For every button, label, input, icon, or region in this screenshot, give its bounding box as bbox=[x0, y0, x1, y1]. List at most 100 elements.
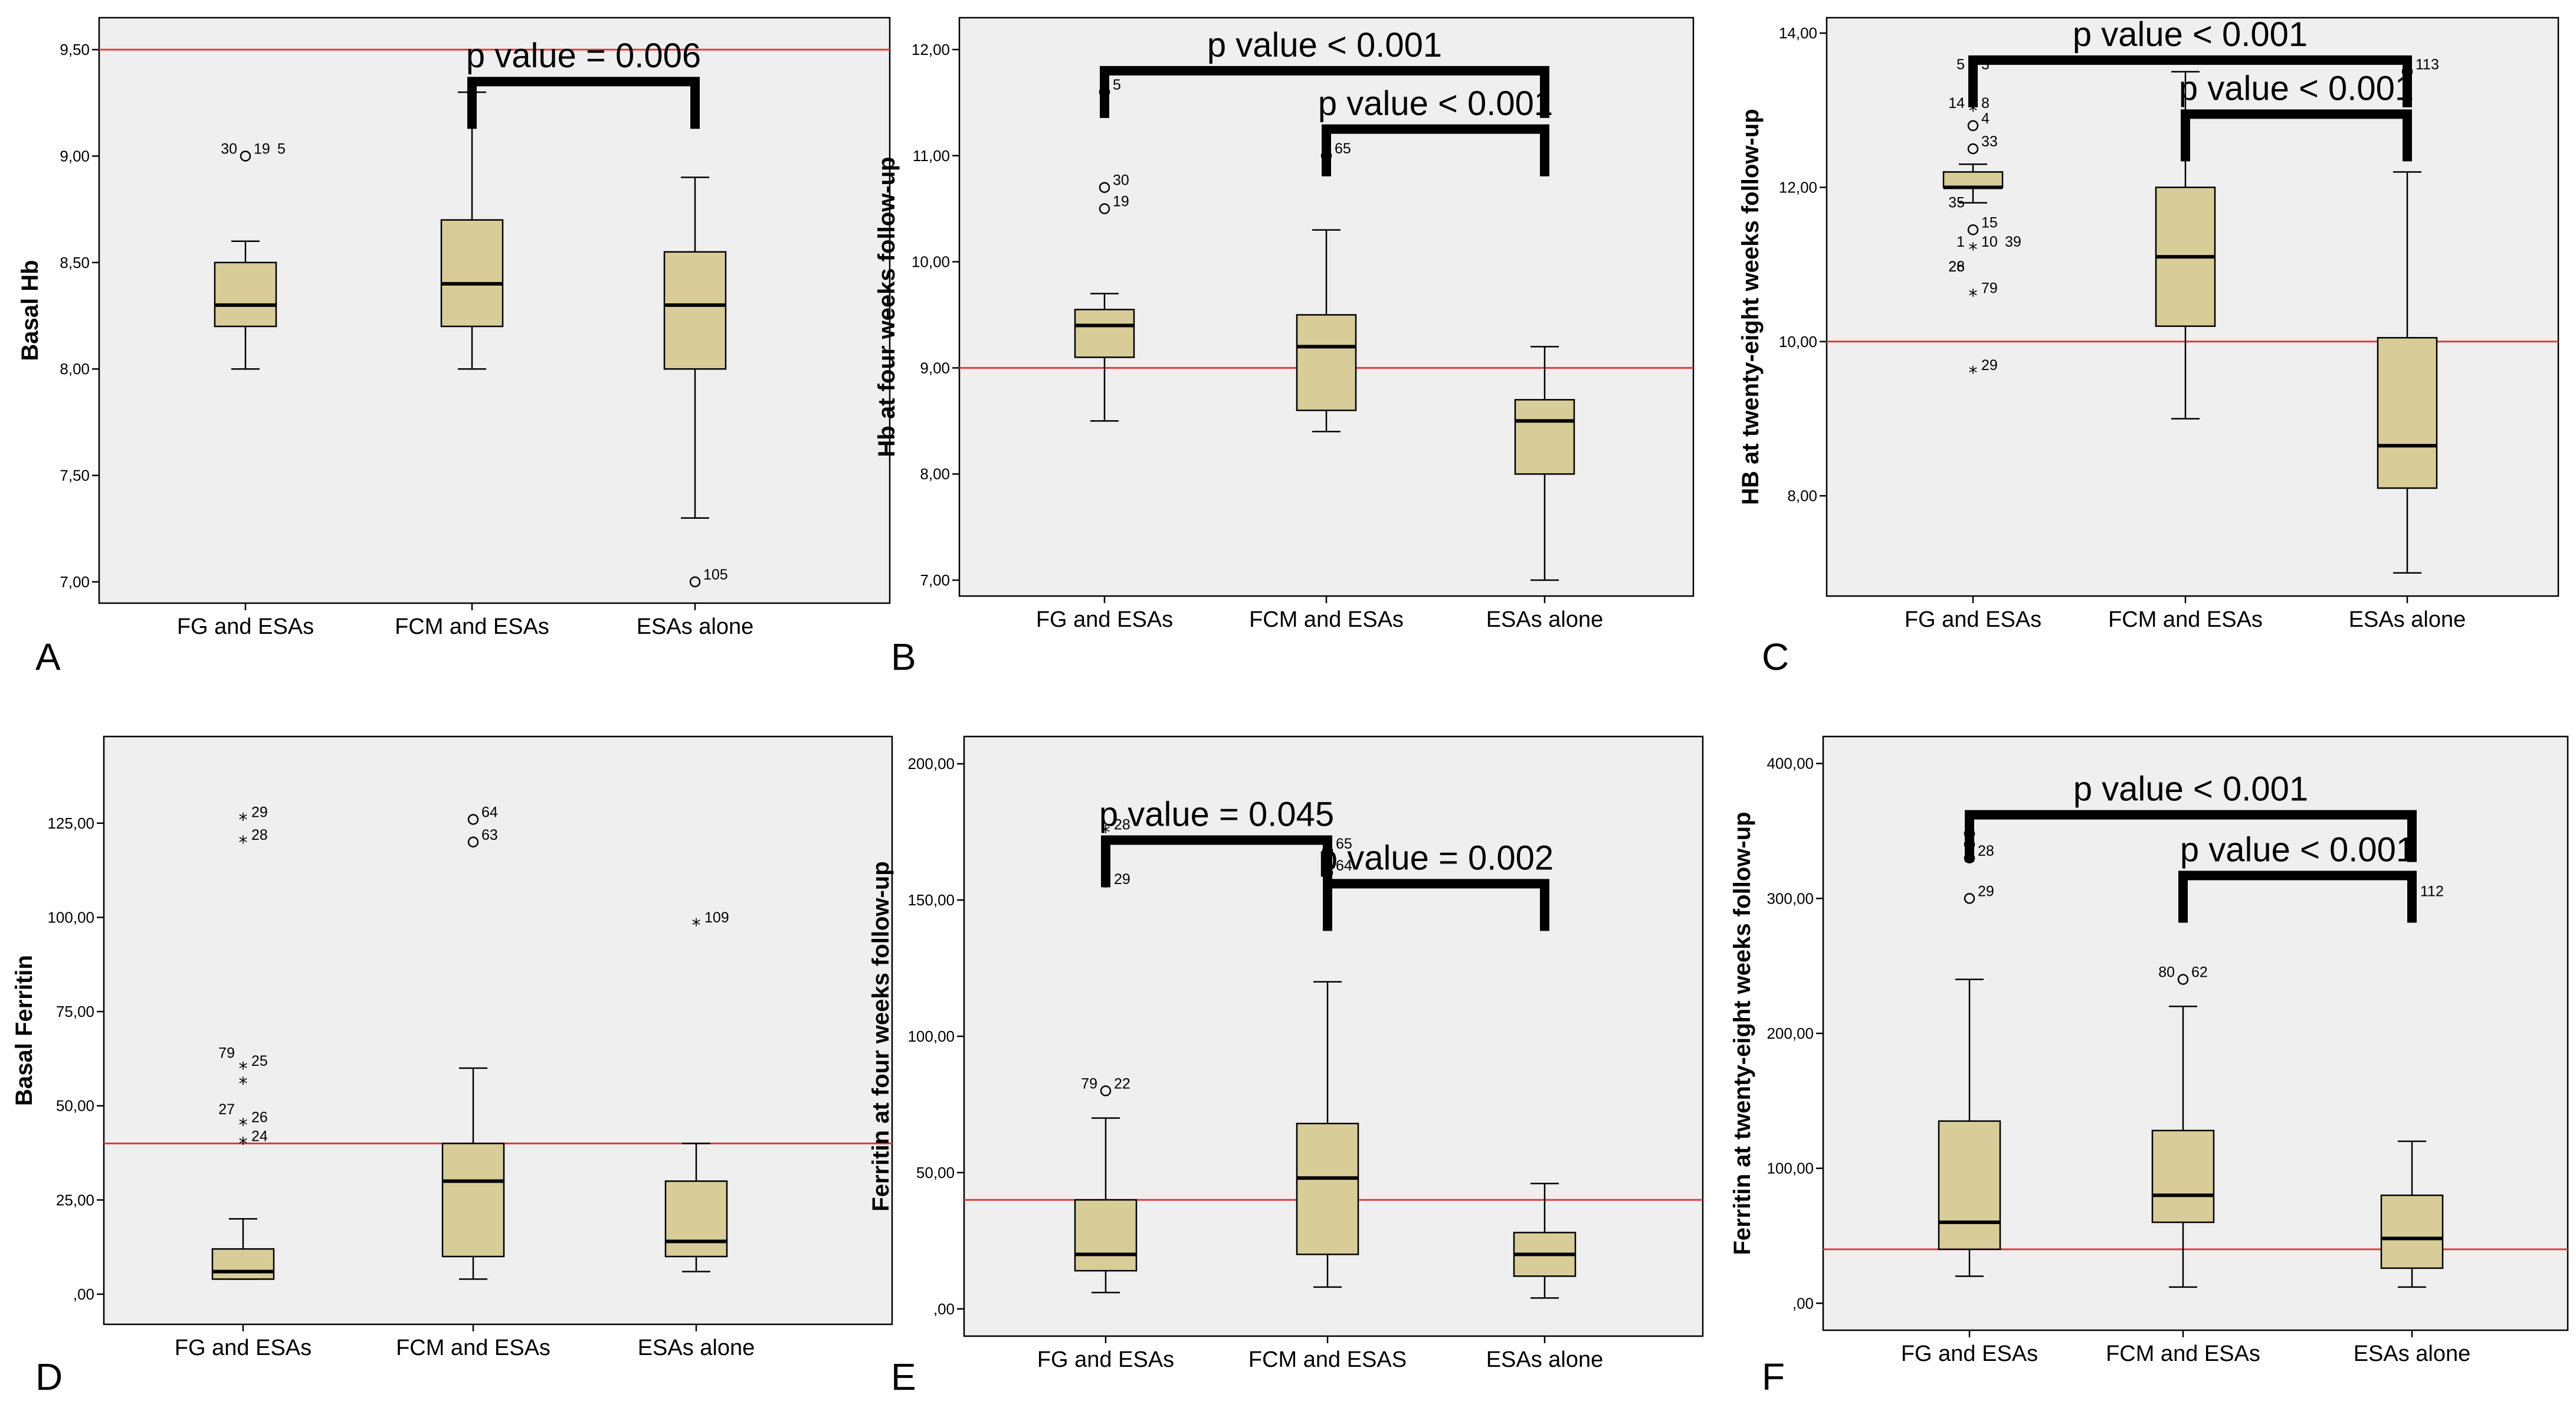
y-tick-label: 100,00 bbox=[907, 1027, 955, 1045]
x-category-label: FG and ESAs bbox=[1037, 1347, 1174, 1372]
box-iqr bbox=[663, 251, 727, 370]
y-tick-label: 14,00 bbox=[1779, 24, 1817, 42]
y-tick-label: 7,00 bbox=[60, 573, 90, 591]
y-tick-label: 8,00 bbox=[60, 360, 90, 378]
box-iqr bbox=[1514, 399, 1575, 475]
significance-bracket bbox=[1100, 66, 1549, 118]
outlier-circle bbox=[240, 150, 251, 162]
p-value-label: p value < 0.001 bbox=[1318, 84, 1553, 123]
outlier-star: * bbox=[1969, 286, 1978, 306]
panel-letter: D bbox=[35, 1356, 63, 1398]
box-iqr bbox=[1074, 1199, 1138, 1272]
box-iqr bbox=[214, 261, 277, 328]
box-iqr bbox=[664, 1180, 728, 1258]
outlier-circle bbox=[1099, 203, 1110, 214]
outlier-label: 10 bbox=[1981, 234, 1998, 250]
significance-bracket bbox=[1101, 835, 1332, 888]
x-category-label: FG and ESAs bbox=[1036, 607, 1173, 632]
panel-letter: E bbox=[891, 1356, 916, 1398]
y-axis-title: Basal Hb bbox=[17, 260, 43, 361]
x-category-label: ESAs alone bbox=[637, 614, 754, 639]
outlier-label: 64 bbox=[481, 804, 498, 820]
panel-b: 7,00 8,00 9,00 10,00 11,00 12,00 Hb at four we… bbox=[874, 17, 1695, 678]
outlier-label: 5 bbox=[1956, 56, 1965, 73]
box-iqr bbox=[440, 219, 504, 328]
outlier-label: 30 bbox=[1113, 172, 1129, 189]
outlier-label: 22 bbox=[1114, 1075, 1130, 1092]
outlier-star: * bbox=[1969, 363, 1978, 384]
p-value-label: p value < 0.001 bbox=[2180, 830, 2415, 869]
x-category-label: ESAs alone bbox=[1486, 1347, 1604, 1372]
outlier-label: 65 bbox=[1335, 140, 1351, 157]
outlier-label: 30 bbox=[221, 140, 237, 157]
panel-f: ,00 100,00 200,00 300,00 400,00 Ferritin at t… bbox=[1729, 735, 2569, 1398]
outlier-star: * bbox=[239, 1074, 248, 1094]
plot-area bbox=[1822, 735, 2569, 1331]
outlier-label: 29 bbox=[251, 804, 268, 820]
y-tick-label: 12,00 bbox=[1779, 178, 1817, 196]
outlier-circle bbox=[689, 576, 701, 588]
y-tick-label: 8,50 bbox=[60, 254, 90, 271]
y-axis-title: HB at twenty-eight weeks follow-up bbox=[1738, 109, 1764, 505]
y-tick-label: 50,00 bbox=[56, 1097, 94, 1115]
p-value-label: p value < 0.001 bbox=[1207, 26, 1442, 64]
y-tick-label: 400,00 bbox=[1767, 755, 1814, 773]
panel-letter: C bbox=[1762, 636, 1789, 678]
outlier-label: 5 bbox=[1113, 77, 1121, 93]
y-axis-title: Ferritin at twenty-eight weeks follow-up bbox=[1729, 811, 1755, 1255]
outlier-label: 113 bbox=[2416, 56, 2439, 73]
outlier-circle bbox=[467, 836, 479, 848]
box-iqr bbox=[2151, 1130, 2215, 1223]
panel-e: ,00 50,00 100,00 150,00 200,00 Ferritin at fo… bbox=[868, 735, 1704, 1398]
x-category-label: FG and ESAs bbox=[1905, 607, 2041, 632]
p-value-label: p value < 0.001 bbox=[2073, 15, 2308, 54]
outlier-circle bbox=[1099, 182, 1110, 193]
box-iqr bbox=[1296, 1122, 1359, 1255]
outlier-star: * bbox=[239, 810, 248, 830]
x-category-label: FCM and ESAs bbox=[1249, 607, 1404, 632]
significance-bracket bbox=[1323, 879, 1549, 931]
x-category-label: ESAs alone bbox=[2349, 607, 2466, 632]
y-tick-label: ,00 bbox=[933, 1300, 955, 1318]
y-tick-label: 12,00 bbox=[912, 41, 950, 58]
x-category-label: FG and ESAs bbox=[177, 614, 314, 639]
outlier-circle bbox=[1964, 893, 1975, 904]
y-tick-label: ,00 bbox=[73, 1285, 94, 1303]
y-tick-label: 7,00 bbox=[920, 571, 950, 589]
outlier-circle bbox=[2177, 974, 2189, 985]
outlier-label: 14 bbox=[1948, 95, 1965, 112]
outlier-circle bbox=[467, 814, 479, 825]
panel-d: ,00 25,00 50,00 75,00 100,00 125,00 Basal Ferr… bbox=[11, 735, 893, 1398]
outlier-label: 79 bbox=[1981, 280, 1998, 296]
y-tick-label: 8,00 bbox=[920, 465, 950, 483]
y-tick-label: 11,00 bbox=[913, 147, 950, 165]
outlier-label: 28 bbox=[1114, 817, 1130, 833]
outlier-circle bbox=[1967, 120, 1979, 132]
panel-letter: A bbox=[35, 636, 61, 678]
box-iqr bbox=[2377, 337, 2438, 489]
outlier-label: 109 bbox=[704, 909, 729, 926]
box-iqr bbox=[1938, 1120, 2001, 1251]
outlier-label: 39 bbox=[2005, 234, 2021, 250]
outlier-label: 64 bbox=[1336, 858, 1352, 874]
y-tick-label: 100,00 bbox=[1767, 1160, 1814, 1177]
outlier-label: 28 bbox=[1978, 843, 1994, 859]
x-category-label: FCM and ESAs bbox=[395, 614, 549, 639]
outlier-star: * bbox=[692, 915, 701, 936]
panel-letter: B bbox=[891, 636, 916, 678]
outlier-label: 8 bbox=[1981, 95, 1990, 112]
significance-bracket bbox=[2178, 870, 2417, 923]
p-value-label: p value < 0.001 bbox=[2073, 770, 2308, 809]
outlier-label: 112 bbox=[2420, 883, 2444, 899]
outlier-label: 28 bbox=[1948, 258, 1965, 275]
outlier-label: 26 bbox=[1948, 258, 1965, 275]
panel-a: 7,00 7,50 8,00 8,50 9,00 9,50 Basal Hb FG and E… bbox=[17, 17, 891, 678]
outlier-label: 26 bbox=[251, 1110, 268, 1126]
y-tick-label: 125,00 bbox=[47, 814, 94, 832]
x-category-label: FCM and ESAS bbox=[1248, 1347, 1407, 1372]
outlier-star: * bbox=[1969, 240, 1978, 260]
box-iqr bbox=[211, 1248, 275, 1280]
y-tick-label: 8,00 bbox=[1787, 487, 1817, 505]
outlier-label: 15 bbox=[1981, 214, 1998, 231]
